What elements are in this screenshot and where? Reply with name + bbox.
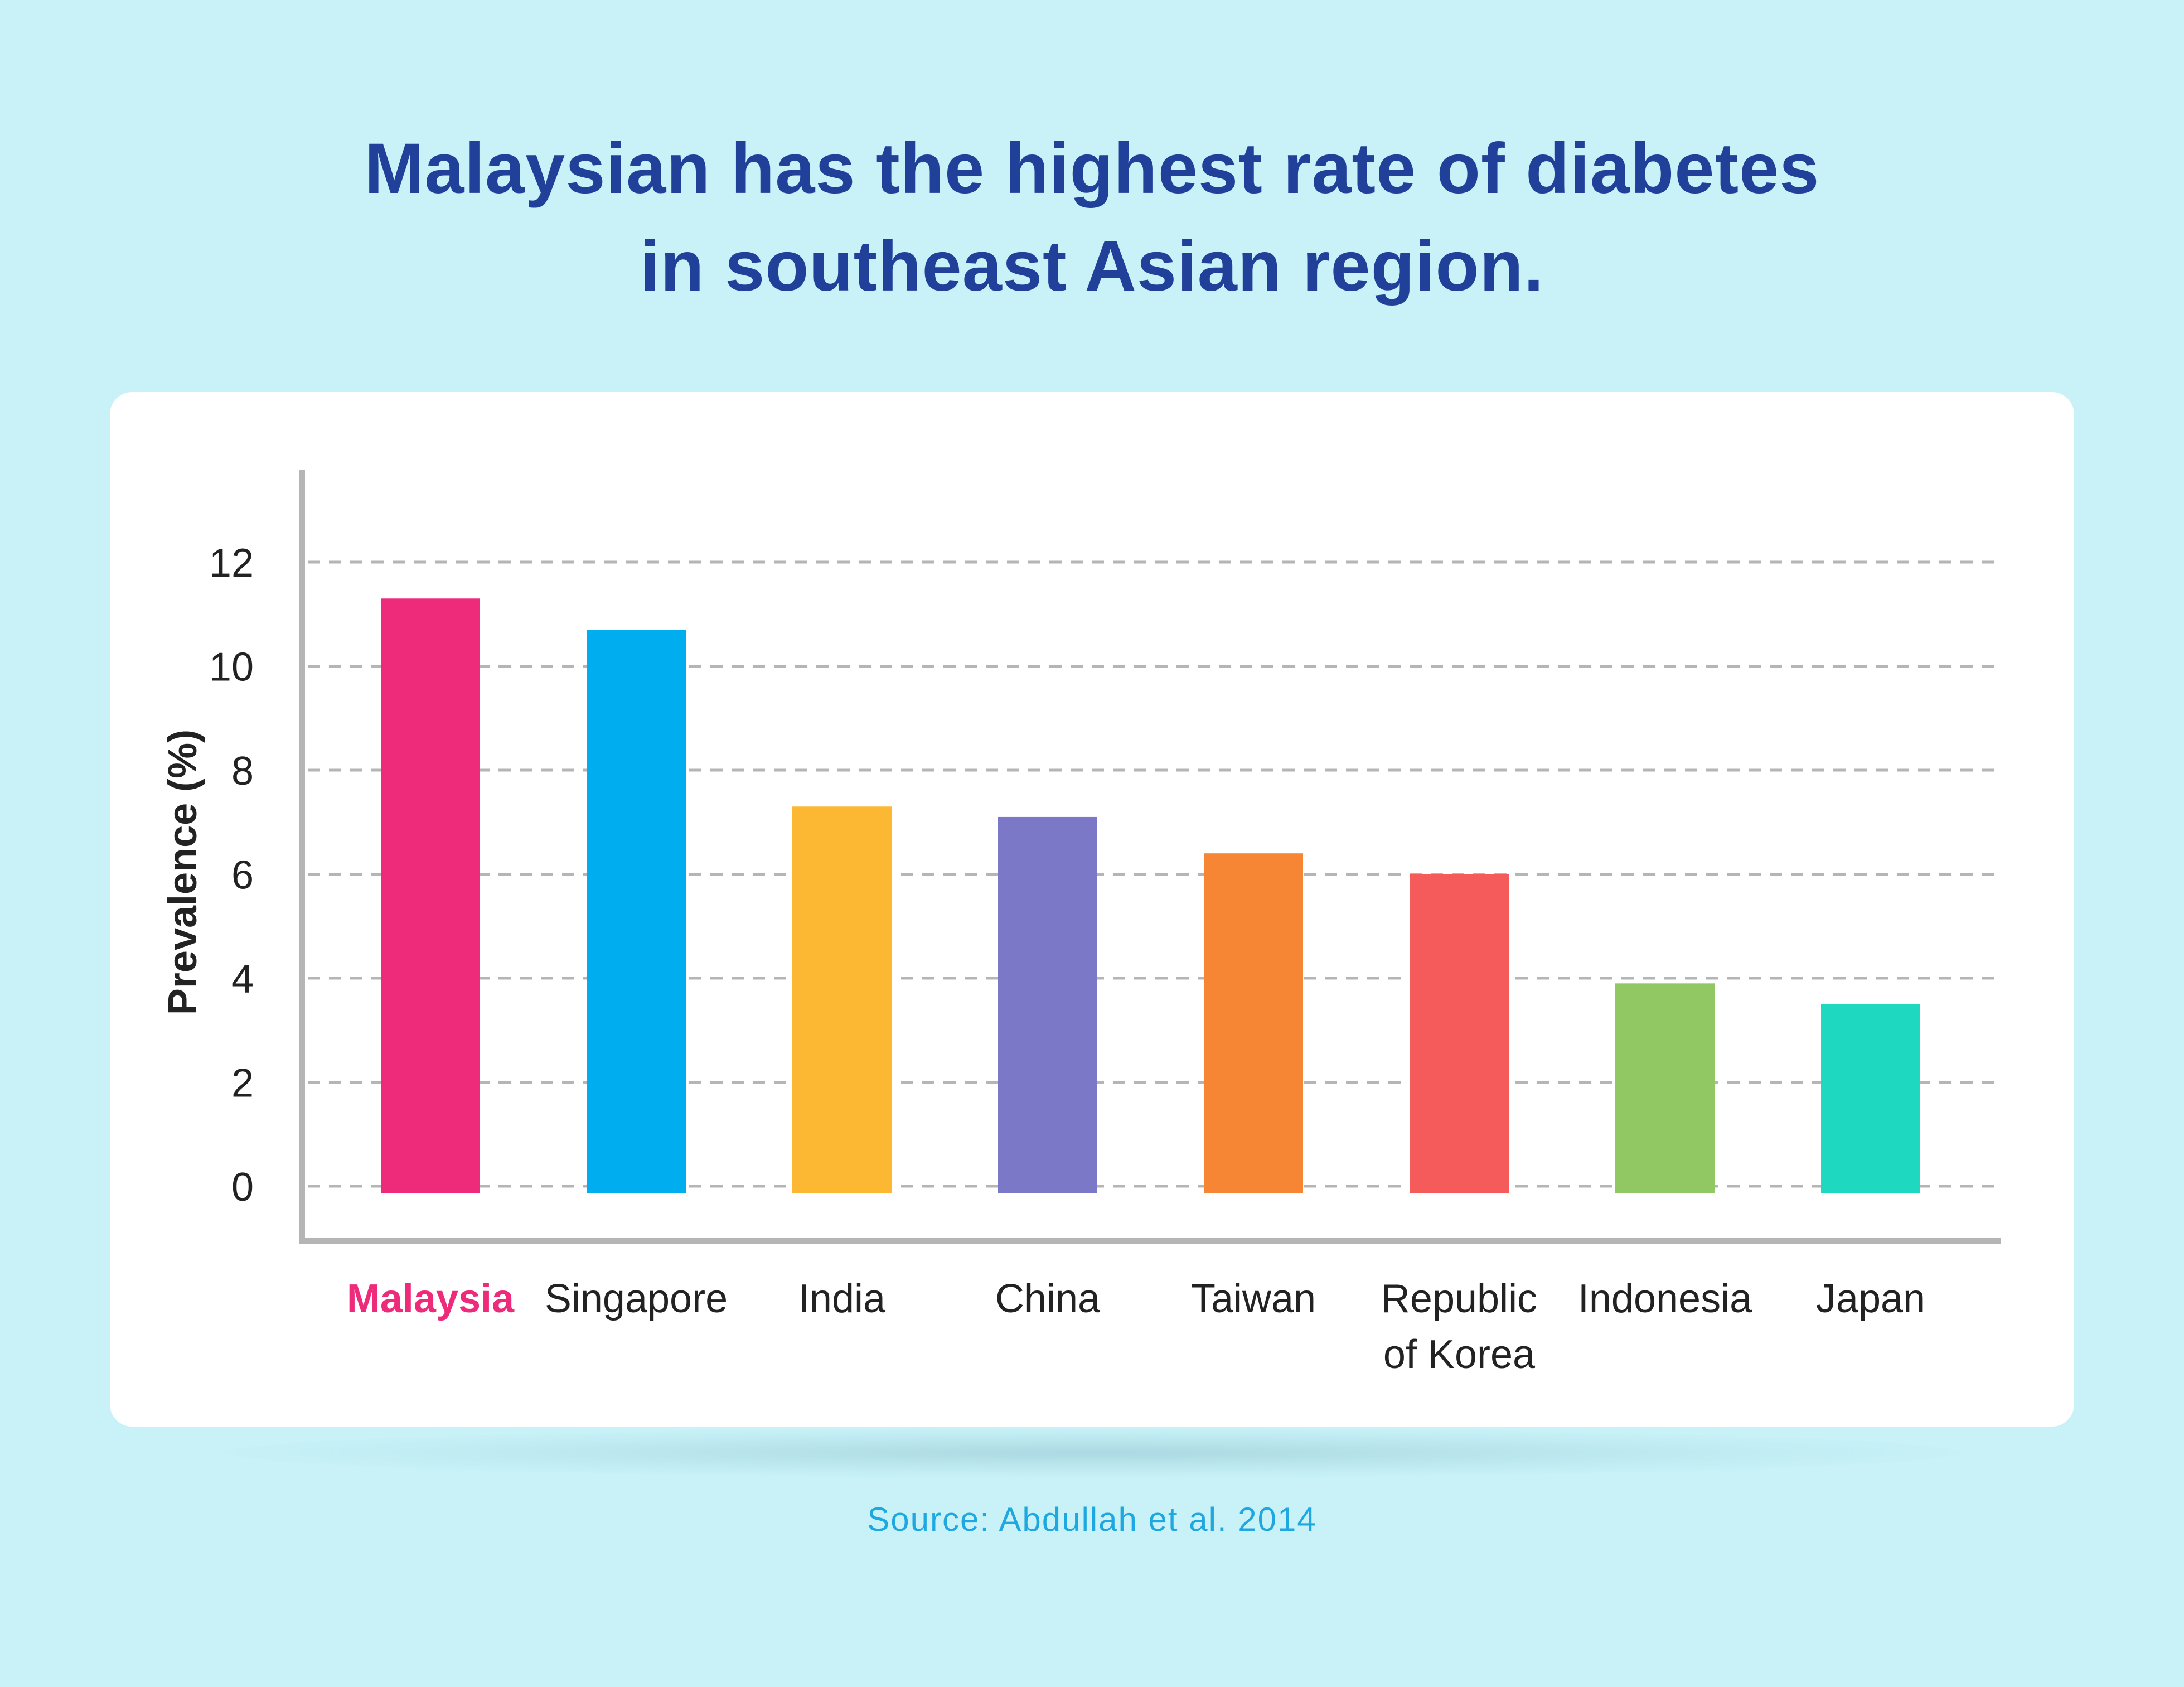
bar-indonesia — [1615, 983, 1715, 1193]
y-tick-label: 0 — [231, 1165, 254, 1210]
x-tick-label: Japan — [1816, 1277, 1925, 1321]
bar-malaysia — [381, 598, 480, 1193]
chart-title: Malaysian has the highest rate of diabet… — [0, 120, 2184, 315]
x-tick-label: Taiwan — [1191, 1277, 1316, 1321]
y-tick-label: 10 — [209, 645, 254, 690]
x-tick-label: Singapore — [545, 1277, 728, 1321]
y-tick-label: 12 — [209, 541, 254, 586]
bar-republic-of-korea — [1410, 874, 1509, 1193]
x-tick-label: Malaysia — [347, 1277, 515, 1321]
y-tick-label: 4 — [231, 957, 254, 1002]
card-shadow — [223, 1428, 1963, 1478]
y-tick-label: 6 — [231, 853, 254, 898]
source-note: Source: Abdullah et al. 2014 — [867, 1501, 1317, 1538]
x-tick-label: India — [798, 1277, 886, 1321]
bar-china — [998, 816, 1097, 1193]
bar-india — [792, 806, 892, 1193]
bar-singapore — [587, 630, 686, 1193]
bar-japan — [1821, 1004, 1920, 1193]
y-axis-label: Prevalence (%) — [161, 729, 205, 1015]
chart-title-line-1: Malaysian has the highest rate of diabet… — [364, 129, 1820, 209]
chart-card: 0 2 4 6 8 10 12 Prevalence (%) Malaysia Singapore… — [110, 392, 2074, 1427]
x-tick-label: of Korea — [1383, 1332, 1536, 1377]
bar-chart: 0 2 4 6 8 10 12 Prevalence (%) Malaysia Singapore… — [161, 470, 2001, 1377]
chart-title-line-2: in southeast Asian region. — [640, 226, 1544, 306]
bar-taiwan — [1204, 853, 1303, 1193]
x-tick-label: Republic — [1381, 1277, 1537, 1321]
x-tick-label: Indonesia — [1578, 1277, 1752, 1321]
y-tick-label: 8 — [231, 749, 254, 794]
y-tick-label: 2 — [231, 1061, 254, 1106]
x-tick-label: China — [995, 1277, 1101, 1321]
